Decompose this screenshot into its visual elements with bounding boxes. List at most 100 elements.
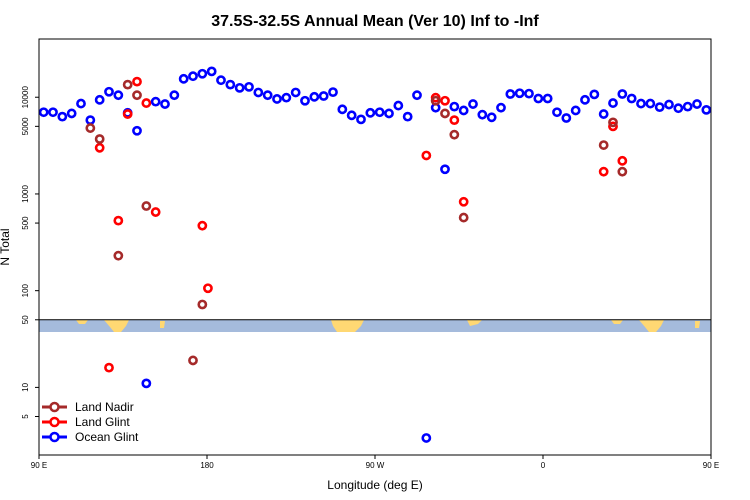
point-ocean-glint: [682, 101, 693, 112]
point-land-glint: [132, 76, 142, 87]
point-land-glint: [203, 283, 213, 294]
point-ocean-glint: [244, 81, 254, 92]
point-land-nadir: [132, 90, 142, 101]
point-land-glint: [421, 150, 432, 161]
series-land-nadir: [85, 79, 628, 366]
y-tick-label: 100: [21, 283, 30, 297]
point-ocean-glint: [262, 90, 273, 101]
point-ocean-glint: [160, 99, 170, 109]
x-axis-label: Longitude (deg E): [327, 478, 422, 492]
point-ocean-glint: [384, 108, 394, 119]
point-ocean-glint: [486, 112, 497, 123]
point-ocean-glint: [570, 105, 581, 116]
chart-title: 37.5S-32.5S Annual Mean (Ver 10) Inf to …: [211, 13, 539, 30]
point-ocean-glint: [505, 89, 516, 99]
y-tick-label: 50: [21, 315, 30, 324]
x-tick-label: 90 W: [366, 461, 385, 470]
point-ocean-glint: [598, 109, 609, 119]
legend-marker-land-glint: [49, 416, 60, 428]
point-land-nadir: [617, 166, 628, 177]
legend-item-land-glint: Land Glint: [42, 415, 130, 429]
point-ocean-glint: [458, 105, 469, 116]
point-ocean-glint: [533, 93, 544, 104]
point-ocean-glint: [48, 107, 58, 118]
point-ocean-glint: [38, 107, 49, 118]
ocean-band: [39, 320, 711, 332]
point-ocean-glint: [94, 94, 105, 105]
point-ocean-glint: [421, 433, 432, 443]
point-ocean-glint: [440, 164, 450, 175]
point-land-nadir: [141, 201, 152, 211]
legend-label-ocean-glint: Ocean Glint: [75, 430, 139, 444]
point-ocean-glint: [197, 68, 208, 79]
x-tick-label: 180: [200, 461, 214, 470]
point-land-glint: [104, 362, 114, 373]
point-land-glint: [449, 115, 460, 126]
point-ocean-glint: [524, 88, 534, 99]
point-land-glint: [94, 142, 105, 153]
point-land-nadir: [197, 299, 208, 310]
point-ocean-glint: [225, 79, 236, 90]
point-ocean-glint: [477, 109, 488, 120]
point-ocean-glint: [365, 107, 376, 118]
point-land-glint: [598, 166, 609, 177]
point-ocean-glint: [66, 108, 77, 119]
point-ocean-glint: [346, 110, 357, 121]
point-ocean-glint: [468, 99, 478, 109]
point-ocean-glint: [356, 114, 366, 125]
point-land-glint: [122, 109, 133, 119]
legend-marker-land-nadir: [49, 401, 60, 413]
point-ocean-glint: [701, 104, 712, 115]
data-points: [38, 66, 712, 443]
point-land-nadir: [608, 117, 618, 128]
point-ocean-glint: [206, 66, 217, 77]
point-land-nadir: [440, 108, 450, 119]
point-land-nadir: [94, 134, 105, 144]
point-land-glint: [141, 98, 152, 108]
point-ocean-glint: [664, 99, 674, 110]
point-ocean-glint: [692, 99, 702, 109]
land-patch-south-america: [331, 320, 364, 332]
legend-marker-ocean-glint: [49, 431, 60, 443]
point-ocean-glint: [216, 75, 226, 86]
point-ocean-glint: [188, 71, 198, 82]
point-land-nadir: [598, 140, 609, 150]
point-ocean-glint: [281, 92, 292, 103]
point-land-glint: [150, 207, 161, 217]
point-ocean-glint: [654, 102, 665, 113]
y-tick-label: 500: [21, 216, 30, 230]
point-ocean-glint: [337, 104, 348, 115]
point-land-nadir: [449, 129, 460, 140]
point-land-nadir: [458, 212, 469, 223]
point-ocean-glint: [645, 98, 656, 109]
point-ocean-glint: [141, 378, 152, 389]
point-land-nadir: [85, 123, 96, 133]
legend-label-land-nadir: Land Nadir: [75, 400, 134, 414]
land-patch-africa: [467, 320, 482, 326]
point-ocean-glint: [561, 113, 572, 123]
point-ocean-glint: [234, 82, 245, 93]
x-tick-label: 0: [541, 461, 546, 470]
y-tick-label: 10000: [21, 86, 30, 109]
point-ocean-glint: [104, 86, 114, 97]
point-ocean-glint: [589, 89, 600, 100]
y-tick-label: 1000: [21, 185, 30, 203]
point-ocean-glint: [374, 107, 385, 118]
point-ocean-glint: [496, 102, 506, 113]
point-ocean-glint: [626, 93, 637, 104]
land-patch-australia-repeat: [639, 320, 664, 332]
point-ocean-glint: [552, 107, 562, 118]
point-land-glint: [458, 196, 469, 207]
point-ocean-glint: [309, 91, 320, 102]
point-ocean-glint: [113, 90, 124, 101]
point-land-nadir: [113, 250, 124, 261]
point-ocean-glint: [169, 90, 180, 101]
legend-label-land-glint: Land Glint: [75, 415, 130, 429]
point-ocean-glint: [412, 90, 422, 101]
land-patch-tasmania-nz: [76, 320, 165, 328]
legend: Land Nadir Land Glint Ocean Glint: [42, 400, 139, 444]
plot-frame: [38, 38, 712, 456]
x-tick-label: 90 E: [703, 461, 719, 470]
point-ocean-glint: [178, 73, 189, 84]
